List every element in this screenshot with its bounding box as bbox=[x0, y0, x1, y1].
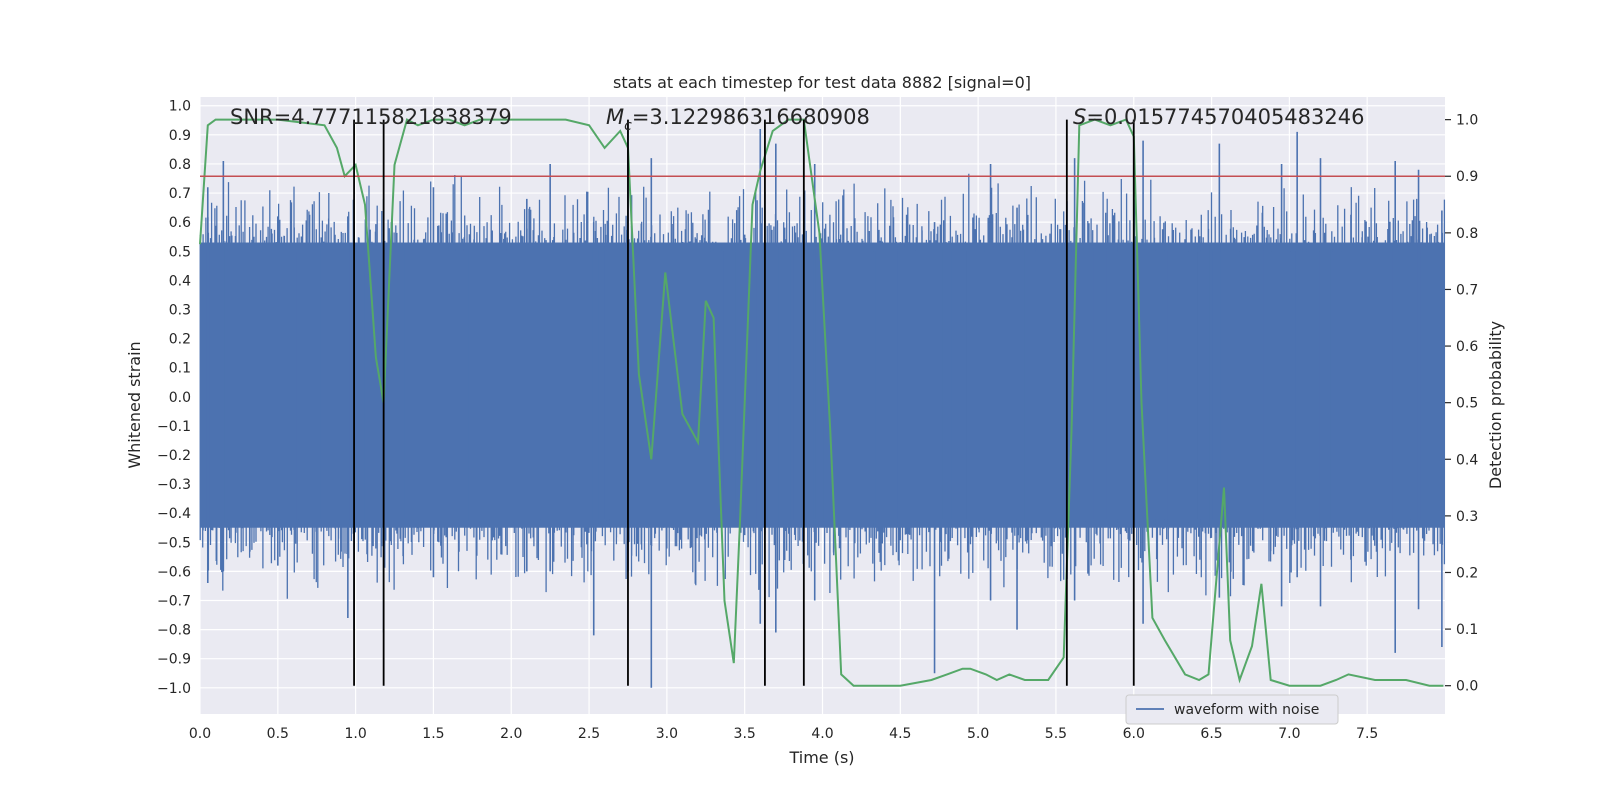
y-left-tick-label-10: 0.0 bbox=[169, 390, 191, 406]
y-left-tick-label-8: 0.2 bbox=[169, 332, 191, 348]
y-right-tick-label-7: 0.3 bbox=[1456, 509, 1478, 525]
x-tick-label-12: 6.0 bbox=[1123, 726, 1145, 742]
x-tick-label-6: 3.0 bbox=[656, 726, 678, 742]
mc-symbol: M bbox=[606, 105, 624, 129]
x-axis-label: Time (s) bbox=[788, 748, 854, 767]
x-tick-label-1: 0.5 bbox=[267, 726, 289, 742]
y-left-tick-label-4: 0.6 bbox=[169, 215, 191, 231]
x-tick-label-11: 5.5 bbox=[1045, 726, 1067, 742]
x-tick-label-9: 4.5 bbox=[889, 726, 911, 742]
x-tick-label-0: 0.0 bbox=[189, 726, 211, 742]
x-tick-label-10: 5.0 bbox=[967, 726, 989, 742]
x-tick-label-4: 2.0 bbox=[500, 726, 522, 742]
y-right-tick-label-9: 0.1 bbox=[1456, 622, 1478, 638]
y-left-tick-label-19: −0.9 bbox=[157, 652, 191, 668]
legend-label-waveform: waveform with noise bbox=[1174, 702, 1319, 718]
x-tick-label-15: 7.5 bbox=[1356, 726, 1378, 742]
y-right-tick-label-5: 0.5 bbox=[1456, 396, 1478, 412]
waveform-peaks bbox=[199, 129, 1446, 688]
x-tick-label-5: 2.5 bbox=[578, 726, 600, 742]
y-left-tick-label-7: 0.3 bbox=[169, 302, 191, 318]
mc-subscript: c bbox=[624, 118, 632, 134]
y-right-tick-label-2: 0.8 bbox=[1456, 226, 1478, 242]
legend: waveform with noise bbox=[1125, 694, 1339, 725]
y-left-tick-label-20: −1.0 bbox=[157, 681, 191, 697]
y-left-axis-label: Whitened strain bbox=[125, 341, 144, 468]
vertical-markers bbox=[353, 119, 1135, 686]
waveform-spikes bbox=[199, 173, 1446, 599]
y-left-tick-label-6: 0.4 bbox=[169, 273, 191, 289]
s-annotation: S=0.015774570405483246 bbox=[1073, 105, 1364, 129]
y-right-tick-label-4: 0.6 bbox=[1456, 339, 1478, 355]
y-left-tick-label-1: 0.9 bbox=[169, 128, 191, 144]
y-left-tick-label-9: 0.1 bbox=[169, 361, 191, 377]
legend-box bbox=[1125, 694, 1339, 725]
x-axis-ticks: 0.0 0.5 1.0 1.5 2.0 2.5 3.0 3.5 4.0 4.5 5.0 5.5 6.0 6… bbox=[189, 726, 1378, 742]
y-right-tick-label-8: 0.2 bbox=[1456, 565, 1478, 581]
y-left-tick-label-13: −0.3 bbox=[157, 477, 191, 493]
chart-title: stats at each timestep for test data 888… bbox=[613, 73, 1031, 92]
x-tick-label-7: 3.5 bbox=[734, 726, 756, 742]
y-left-tick-label-14: −0.4 bbox=[157, 506, 191, 522]
y-right-tick-label-10: 0.0 bbox=[1456, 679, 1478, 695]
x-tick-label-8: 4.0 bbox=[811, 726, 833, 742]
snr-annotation: SNR=4.777115821838379 bbox=[230, 105, 512, 129]
mc-annotation: Mc=3.122986316680908 bbox=[606, 105, 870, 134]
y-right-tick-label-1: 0.9 bbox=[1456, 169, 1478, 185]
y-right-axis-ticks: 1.0 0.9 0.8 0.7 0.6 0.5 0.4 0.3 0.2 0.1 0.0 bbox=[1445, 113, 1478, 695]
y-left-tick-label-18: −0.8 bbox=[157, 623, 191, 639]
y-left-tick-label-5: 0.5 bbox=[169, 244, 191, 260]
x-tick-label-14: 7.0 bbox=[1278, 726, 1300, 742]
y-left-axis-ticks: 1.0 0.9 0.8 0.7 0.6 0.5 0.4 0.3 0.2 0.1 0.0 −0.1 −0.… bbox=[157, 99, 191, 697]
y-right-tick-label-6: 0.4 bbox=[1456, 452, 1478, 468]
y-left-tick-label-11: −0.1 bbox=[157, 419, 191, 435]
mc-value: =3.122986316680908 bbox=[632, 105, 870, 129]
x-tick-label-13: 6.5 bbox=[1200, 726, 1222, 742]
y-right-tick-label-0: 1.0 bbox=[1456, 113, 1478, 129]
y-left-tick-label-0: 1.0 bbox=[169, 99, 191, 115]
y-left-tick-label-17: −0.7 bbox=[157, 593, 191, 609]
s-symbol: S bbox=[1073, 105, 1086, 129]
y-left-tick-label-3: 0.7 bbox=[169, 186, 191, 202]
y-left-tick-label-16: −0.6 bbox=[157, 564, 191, 580]
y-left-tick-label-2: 0.8 bbox=[169, 157, 191, 173]
s-value: =0.015774570405483246 bbox=[1086, 105, 1364, 129]
x-tick-label-3: 1.5 bbox=[422, 726, 444, 742]
x-tick-label-2: 1.0 bbox=[344, 726, 366, 742]
y-left-tick-label-15: −0.5 bbox=[157, 535, 191, 551]
y-right-axis-label: Detection probability bbox=[1486, 321, 1505, 489]
y-right-tick-label-3: 0.7 bbox=[1456, 282, 1478, 298]
y-left-tick-label-12: −0.2 bbox=[157, 448, 191, 464]
